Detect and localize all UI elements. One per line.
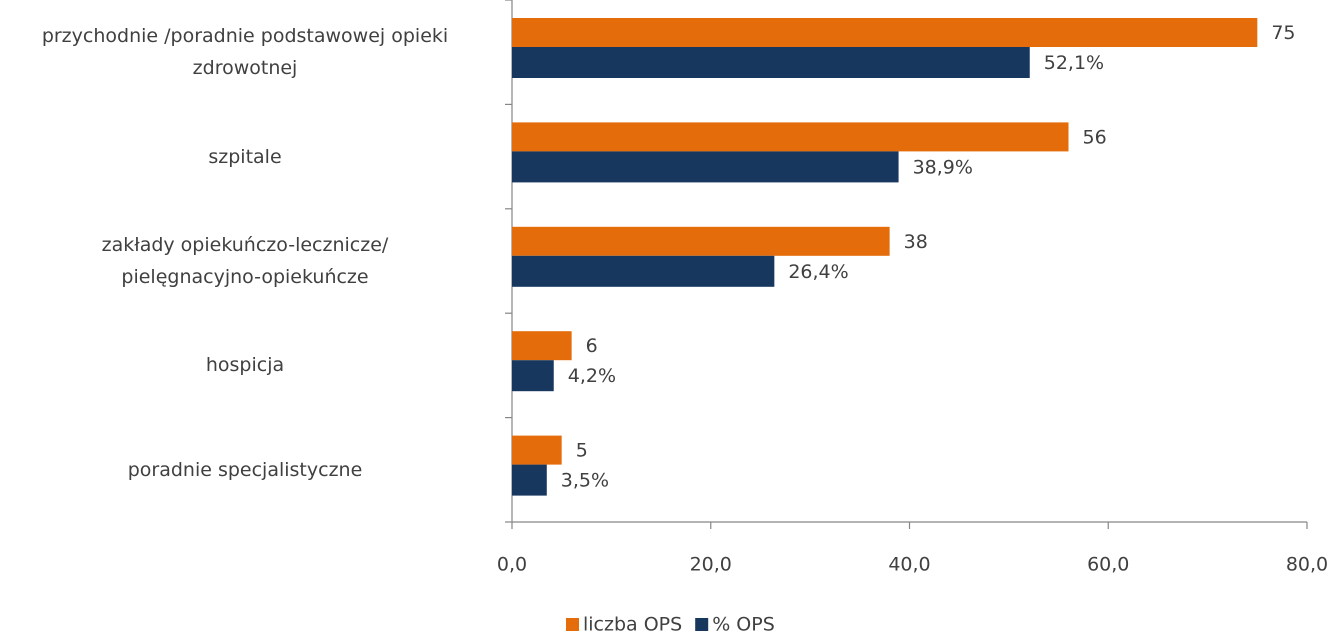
bar [512,47,1030,78]
value-label: 52,1% [1044,52,1104,74]
value-label: 3,5% [561,470,609,492]
x-tick-label: 0,0 [497,554,527,576]
value-label: 5 [576,440,588,462]
value-label: 26,4% [788,261,848,283]
x-tick-label: 20,0 [690,554,732,576]
category-label: zakłady opiekuńczo-lecznicze/ pielęgnacy… [101,234,389,288]
x-tick-label: 40,0 [888,554,930,576]
bar [512,151,899,183]
x-tick-label: 80,0 [1286,554,1328,576]
x-tick-label: 60,0 [1087,554,1129,576]
value-label: 4,2% [568,365,616,387]
bar [512,435,562,465]
bar [512,226,890,256]
value-label: 56 [1083,126,1107,148]
category-label: przychodnie /poradnie podstawowej opieki… [41,25,449,80]
legend-swatch [566,618,579,631]
value-label: 38 [904,231,928,253]
value-label: 75 [1271,22,1295,44]
category-label: hospicja [205,354,285,377]
bar [512,360,554,392]
category-label: poradnie specjalistyczne [127,458,363,481]
bar [512,331,572,361]
bar [512,464,547,496]
value-label: 38,9% [913,156,973,178]
legend-swatch [695,618,709,631]
legend-label: % OPS [712,614,775,636]
bar [512,18,1258,47]
category-label: szpitale [208,145,282,168]
legend-label: liczba OPS [583,614,682,636]
bar [512,122,1069,152]
bar [512,255,775,287]
value-label: 6 [586,335,598,357]
